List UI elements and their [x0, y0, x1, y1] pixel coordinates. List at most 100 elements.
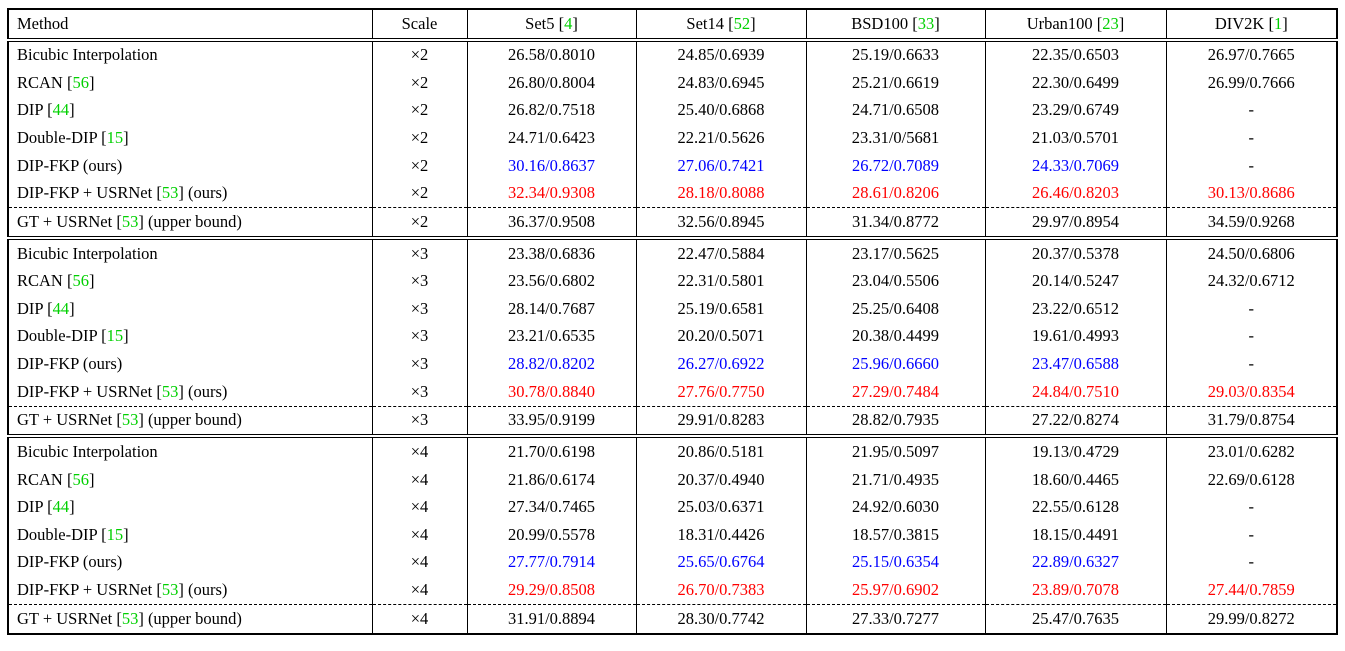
method-cell: DIP-FKP (ours)	[7, 350, 373, 379]
value-cell: -	[1165, 124, 1338, 153]
value-cell: 21.70/0.6198	[466, 434, 637, 466]
table-row: Double-DIP [15] ×4 20.99/0.5578 18.31/0.442…	[7, 521, 1338, 549]
value-cell: 23.56/0.6802	[466, 267, 637, 296]
scale-cell: ×4	[371, 434, 468, 466]
scale-cell: ×3	[371, 295, 468, 323]
value-cell: 28.18/0.8088	[635, 179, 807, 208]
value-cell: 33.95/0.9199	[466, 405, 637, 437]
citation-link-52[interactable]: 52	[733, 13, 751, 33]
value-cell: 18.15/0.4491	[984, 521, 1167, 549]
value-cell: 26.58/0.8010	[466, 39, 637, 70]
value-cell: -	[1165, 152, 1338, 180]
citation-link-1[interactable]: 1	[1273, 13, 1283, 33]
method-cell: RCAN [56]	[7, 267, 373, 296]
value-cell: 31.79/0.8754	[1165, 405, 1338, 437]
value-cell: 23.89/0.7078	[984, 576, 1167, 605]
value-cell: 26.27/0.6922	[635, 350, 807, 379]
citation-link-15[interactable]: 15	[106, 524, 124, 544]
value-cell: 26.82/0.7518	[466, 96, 637, 125]
value-cell: 28.61/0.8206	[805, 179, 986, 208]
value-cell: 22.55/0.6128	[984, 493, 1167, 522]
value-cell: 25.47/0.7635	[984, 604, 1167, 634]
value-cell: 23.29/0.6749	[984, 96, 1167, 125]
value-cell: 30.13/0.8686	[1165, 179, 1338, 208]
scale-cell: ×2	[371, 152, 468, 180]
value-cell: 26.80/0.8004	[466, 69, 637, 97]
citation-link-23[interactable]: 23	[1102, 13, 1119, 33]
value-cell: 20.37/0.4940	[635, 466, 807, 494]
citation-link-53[interactable]: 53	[161, 381, 179, 401]
value-cell: 25.15/0.6354	[805, 548, 986, 577]
table-row: RCAN [56] ×3 23.56/0.6802 22.31/0.5801 23.04…	[7, 267, 1338, 296]
citation-link-53[interactable]: 53	[121, 211, 139, 231]
citation-link-53[interactable]: 53	[121, 410, 139, 430]
citation-link-53[interactable]: 53	[121, 608, 139, 628]
value-cell: 18.31/0.4426	[635, 521, 807, 549]
table-row: DIP-FKP + USRNet [53] (ours) ×3 30.78/0.88…	[7, 378, 1338, 407]
method-cell: Bicubic Interpolation	[7, 434, 373, 466]
value-cell: 21.86/0.6174	[466, 466, 637, 494]
value-cell: -	[1165, 521, 1338, 549]
method-cell: Bicubic Interpolation	[7, 236, 373, 268]
citation-link-44[interactable]: 44	[52, 100, 70, 120]
value-cell: 23.22/0.6512	[984, 295, 1167, 323]
value-cell: 22.89/0.6327	[984, 548, 1167, 577]
value-cell: 27.22/0.8274	[984, 405, 1167, 437]
value-cell: 25.19/0.6581	[635, 295, 807, 323]
value-cell: 19.61/0.4993	[984, 322, 1167, 351]
value-cell: 28.82/0.8202	[466, 350, 637, 379]
col-header-set5: Set5 [4]	[466, 9, 637, 42]
table-row: GT + USRNet [53] (upper bound) ×4 31.91/0.…	[7, 604, 1338, 634]
value-cell: 29.29/0.8508	[466, 576, 637, 605]
value-cell: 22.47/0.5884	[635, 236, 807, 268]
citation-link-53[interactable]: 53	[161, 580, 179, 599]
method-cell: RCAN [56]	[7, 69, 373, 97]
value-cell: 23.38/0.6836	[466, 236, 637, 268]
scale-cell: ×3	[371, 378, 468, 407]
value-cell: 28.82/0.7935	[805, 405, 986, 437]
value-cell: 19.13/0.4729	[984, 434, 1167, 466]
value-cell: 26.99/0.7666	[1165, 69, 1338, 97]
method-cell: DIP-FKP + USRNet [53] (ours)	[7, 576, 373, 605]
citation-link-56[interactable]: 56	[72, 271, 89, 291]
value-cell: 25.19/0.6633	[805, 39, 986, 70]
citation-link-56[interactable]: 56	[72, 469, 89, 489]
value-cell: 24.71/0.6423	[466, 124, 637, 153]
method-cell: DIP [44]	[7, 96, 373, 125]
scale-cell: ×4	[371, 548, 468, 577]
scale-cell: ×4	[371, 466, 468, 494]
citation-link-15[interactable]: 15	[106, 326, 124, 346]
method-cell: GT + USRNet [53] (upper bound)	[7, 207, 373, 238]
citation-link-15[interactable]: 15	[106, 128, 124, 147]
table-row: Bicubic Interpolation ×3 23.38/0.6836 22.47…	[7, 236, 1338, 268]
value-cell: -	[1165, 493, 1338, 522]
scale-cell: ×2	[371, 179, 468, 208]
value-cell: -	[1165, 350, 1338, 379]
value-cell: 29.91/0.8283	[635, 405, 807, 437]
value-cell: 20.37/0.5378	[984, 236, 1167, 268]
citation-link-33[interactable]: 33	[917, 13, 935, 33]
value-cell: 26.46/0.8203	[984, 179, 1167, 208]
citation-link-56[interactable]: 56	[72, 72, 89, 92]
scale-cell: ×3	[371, 405, 468, 437]
value-cell: 31.91/0.8894	[466, 604, 637, 634]
citation-link-4[interactable]: 4	[564, 13, 573, 33]
value-cell: 25.97/0.6902	[805, 576, 986, 605]
col-header-set14: Set14 [52]	[635, 9, 807, 42]
citation-link-44[interactable]: 44	[52, 497, 70, 517]
scale-cell: ×4	[371, 521, 468, 549]
value-cell: 24.84/0.7510	[984, 378, 1167, 407]
value-cell: 24.85/0.6939	[635, 39, 807, 70]
method-cell: DIP-FKP (ours)	[7, 548, 373, 577]
citation-link-44[interactable]: 44	[52, 298, 70, 318]
value-cell: 26.72/0.7089	[805, 152, 986, 180]
value-cell: 29.03/0.8354	[1165, 378, 1338, 407]
scale-cell: ×3	[371, 236, 468, 268]
method-cell: DIP [44]	[7, 493, 373, 522]
value-cell: 21.03/0.5701	[984, 124, 1167, 153]
value-cell: 20.20/0.5071	[635, 322, 807, 351]
table-row: DIP [44] ×2 26.82/0.7518 25.40/0.6868 24.71/…	[7, 96, 1338, 125]
value-cell: 22.21/0.5626	[635, 124, 807, 153]
citation-link-53[interactable]: 53	[161, 183, 179, 203]
value-cell: 28.30/0.7742	[635, 604, 807, 634]
